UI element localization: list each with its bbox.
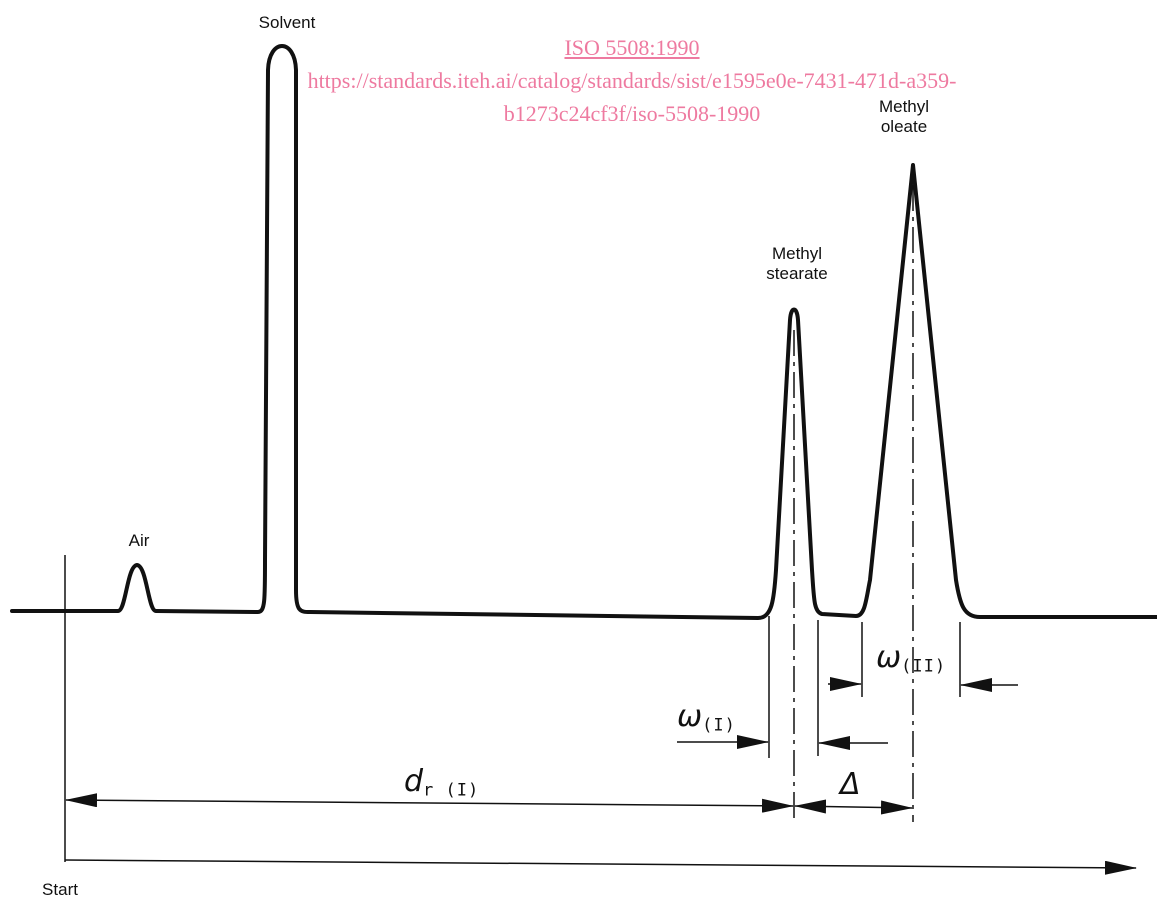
delta-distance-arrow xyxy=(794,799,913,815)
width-I-symbol: ω(I) xyxy=(677,702,736,734)
stearate-label-line1: Methyl xyxy=(771,244,823,263)
stearate-label-line2: stearate xyxy=(766,264,828,284)
width-II-omega: ω xyxy=(876,640,902,675)
watermark-title[interactable]: ISO 5508:1990 xyxy=(564,35,700,60)
retention-distance-symbol: dr (I) xyxy=(404,767,479,799)
time-axis xyxy=(64,859,1137,875)
retention-distance-d: d xyxy=(404,764,424,799)
width-I-omega: ω xyxy=(677,699,703,734)
retention-distance-arrow xyxy=(65,793,794,813)
air-label: Air xyxy=(128,531,150,550)
oleate-label-line1: Methyl xyxy=(878,97,930,116)
oleate-label: Methyl oleate xyxy=(879,97,929,138)
watermark-url-line1[interactable]: https://standards.iteh.ai/catalog/standa… xyxy=(307,68,957,93)
stearate-label: Methyl stearate xyxy=(766,244,827,285)
chromatogram-trace xyxy=(10,44,1157,620)
retention-distance-subscript: r (I) xyxy=(423,780,480,801)
width-I-subscript: (I) xyxy=(702,715,736,736)
solvent-label: Solvent xyxy=(258,13,316,32)
start-label: Start xyxy=(42,880,78,899)
width-II-symbol: ω(II) xyxy=(876,643,946,675)
watermark-url-line2[interactable]: b1273c24cf3f/iso-5508-1990 xyxy=(503,101,761,126)
oleate-label-line2: oleate xyxy=(880,117,928,137)
width-II-subscript: (II) xyxy=(901,656,947,677)
delta-symbol: Δ xyxy=(840,767,861,802)
